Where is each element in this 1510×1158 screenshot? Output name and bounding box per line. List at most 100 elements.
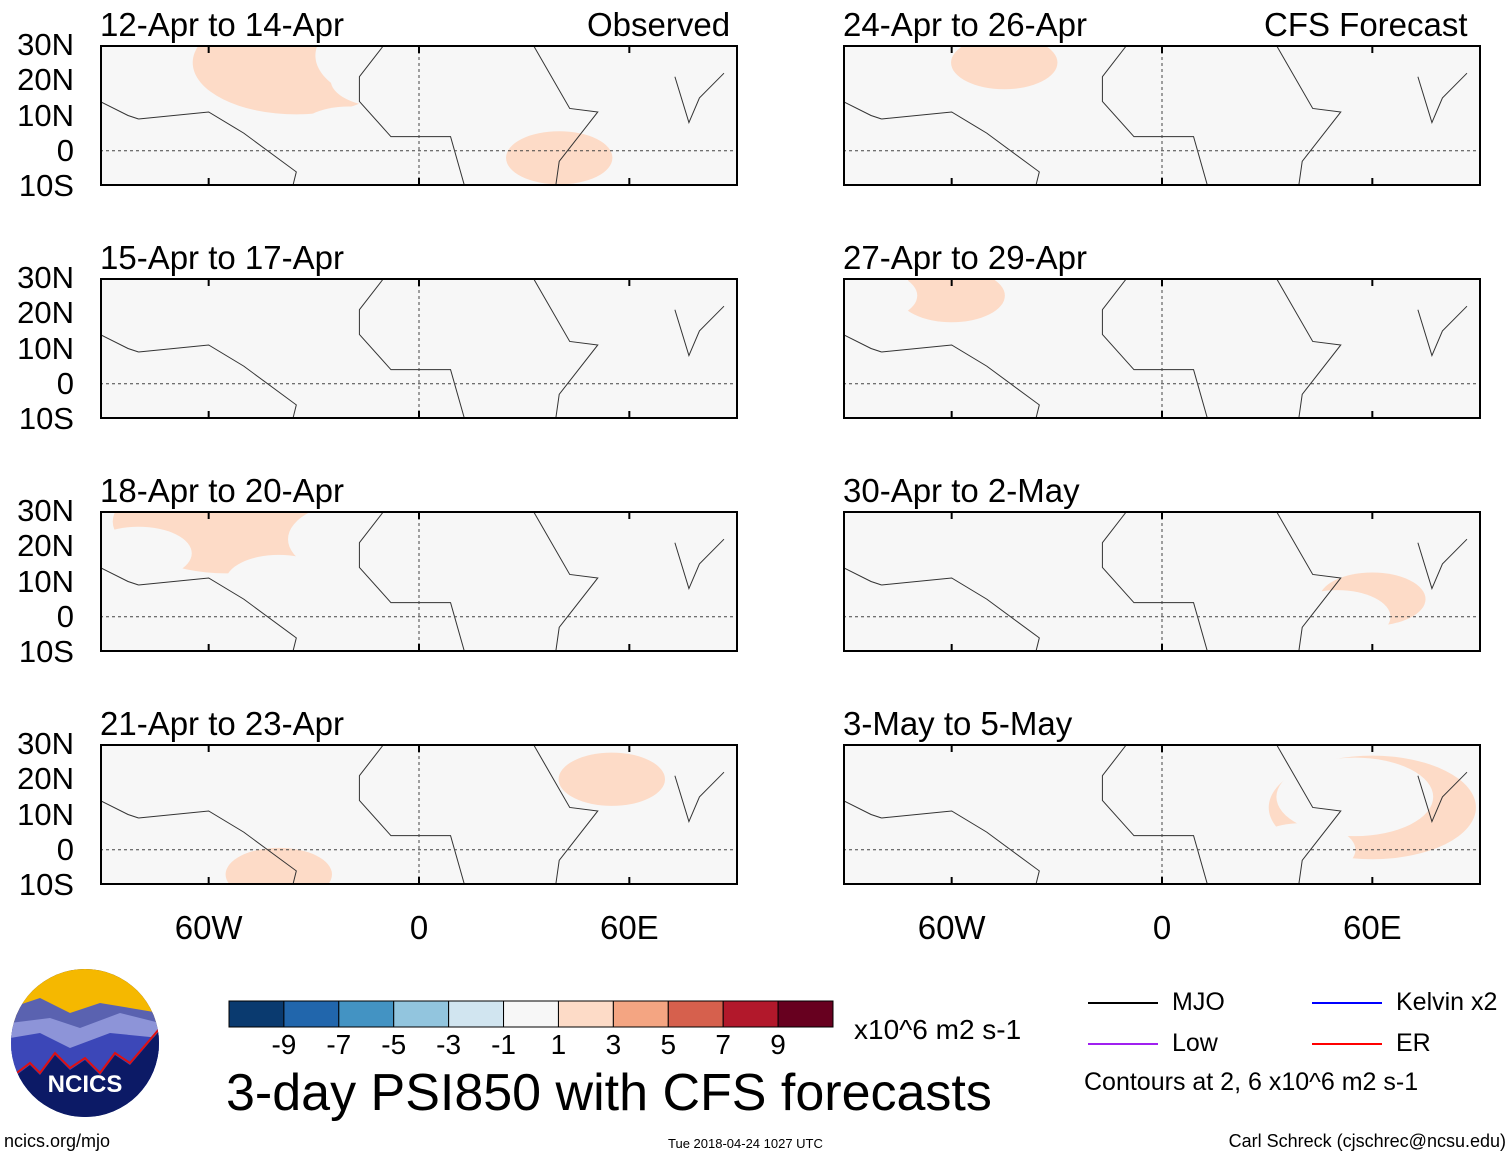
coastline [100, 333, 297, 419]
lat-tick-label: 20N [17, 528, 74, 564]
lat-tick-label: 0 [56, 831, 74, 867]
lat-tick-label: 30N [17, 726, 74, 761]
lat-tick-label: 10N [17, 563, 74, 599]
coastline [100, 799, 297, 885]
coastline [1417, 771, 1468, 824]
colorbar-swatch [777, 1000, 834, 1028]
lat-tick-label: 0 [56, 365, 74, 401]
map-panel [843, 744, 1481, 885]
anomaly-contour [558, 752, 666, 806]
colorbar-swatch [612, 1000, 669, 1028]
panel-title: 15-Apr to 17-Apr [100, 239, 344, 276]
coastline [843, 333, 1040, 419]
panel-title: 30-Apr to 2-May [843, 472, 1080, 509]
forecast-label: CFS Forecast [1264, 6, 1468, 43]
contour-note: Contours at 2, 6 x10^6 m2 s-1 [1084, 1068, 1419, 1096]
anomaly-contour [1143, 511, 1251, 549]
coastline [100, 100, 297, 186]
map-panel [843, 278, 1481, 419]
author-credit: Carl Schreck (cjschrec@ncsu.edu) [1228, 1131, 1506, 1151]
anomaly-contour [330, 53, 438, 107]
coastline [1417, 305, 1468, 358]
panel-title: 24-Apr to 26-Apr [843, 6, 1087, 43]
coastline [843, 566, 1040, 652]
anomaly-contour [898, 134, 1005, 186]
anomaly-contour [295, 106, 403, 160]
anomaly-contour [1038, 537, 1146, 591]
legend-label: ER [1396, 1029, 1431, 1057]
anomaly-contour [365, 286, 473, 340]
coastline [674, 771, 725, 824]
anomaly-contour [225, 554, 332, 609]
anomaly-contour [1213, 124, 1321, 178]
colorbar-units: x10^6 m2 s-1 [854, 1014, 1022, 1045]
legend-line [1088, 1043, 1158, 1045]
legend-line [1088, 1002, 1158, 1004]
lat-tick-label: 10S [18, 401, 74, 436]
logo-text: NCICS [48, 1071, 123, 1098]
legend-label: MJO [1172, 988, 1225, 1016]
colorbar-label: 9 [770, 1029, 786, 1060]
colorbar-label: -7 [326, 1029, 352, 1060]
anomaly-contour [225, 847, 332, 885]
colorbar-swatch [393, 1000, 450, 1028]
anomaly-contour [595, 356, 738, 419]
anomaly-contour [1406, 537, 1481, 591]
lat-tick-label: 20N [17, 295, 74, 331]
colorbar-swatch [503, 1000, 559, 1028]
legend-line [1312, 1002, 1382, 1004]
lon-tick-label: 0 [1152, 909, 1172, 946]
coastline [358, 278, 599, 419]
legend-line [1312, 1043, 1382, 1045]
anomaly-contour [621, 45, 738, 120]
panel-title: 3-May to 5-May [843, 705, 1073, 742]
anomaly-contour [1284, 45, 1391, 90]
lat-tick-label: 10N [17, 330, 74, 366]
anomaly-contour [1038, 71, 1146, 125]
anomaly-contour [611, 286, 718, 340]
anomaly-contour [100, 526, 192, 580]
legend-label: Low [1172, 1029, 1218, 1057]
anomaly-contour [1276, 757, 1434, 837]
lat-tick-label: 10N [17, 796, 74, 832]
coastline [358, 744, 599, 885]
website-link[interactable]: ncics.org/mjo [4, 1131, 111, 1151]
legend-label: Kelvin x2 [1396, 988, 1498, 1016]
panel-title: 12-Apr to 14-Apr [100, 6, 344, 43]
colorbar-label: 3 [605, 1029, 622, 1060]
timestamp: Tue 2018-04-24 1027 UTC [668, 1136, 823, 1151]
anomaly-contour [435, 339, 543, 393]
map-panel [100, 511, 738, 652]
lat-tick-label: 30N [17, 27, 74, 62]
coastline [1417, 72, 1468, 125]
colorbar-swatch [448, 1000, 505, 1028]
coastline [358, 45, 599, 186]
lat-tick-label: 30N [17, 260, 74, 295]
anomaly-contour [100, 374, 175, 419]
map-panel [100, 278, 738, 419]
lat-tick-label: 20N [17, 62, 74, 98]
panel-title: 21-Apr to 23-Apr [100, 705, 344, 742]
map-panel [843, 511, 1481, 652]
coastline [843, 100, 1040, 186]
colorbar-label: -5 [381, 1029, 407, 1060]
colorbar-label: 7 [715, 1029, 731, 1060]
coastline [1101, 744, 1342, 885]
anomaly-contour [1108, 45, 1216, 90]
coastline [100, 566, 297, 652]
anomaly-contour [1354, 71, 1461, 125]
colorbar-label: 1 [550, 1029, 567, 1060]
coastline [1417, 538, 1468, 591]
anomaly-contour [978, 835, 1136, 885]
colorbar-label: 5 [660, 1029, 677, 1060]
anomaly-contour [435, 88, 543, 143]
lat-tick-label: 0 [56, 132, 74, 168]
colorbar-label: -9 [271, 1029, 297, 1060]
coastline [1101, 511, 1342, 652]
anomaly-contour [365, 752, 473, 806]
anomaly-contour [1249, 278, 1356, 323]
anomaly-contour [898, 278, 1005, 323]
colorbar-label: -3 [436, 1029, 462, 1060]
anomaly-contour [1038, 752, 1146, 806]
